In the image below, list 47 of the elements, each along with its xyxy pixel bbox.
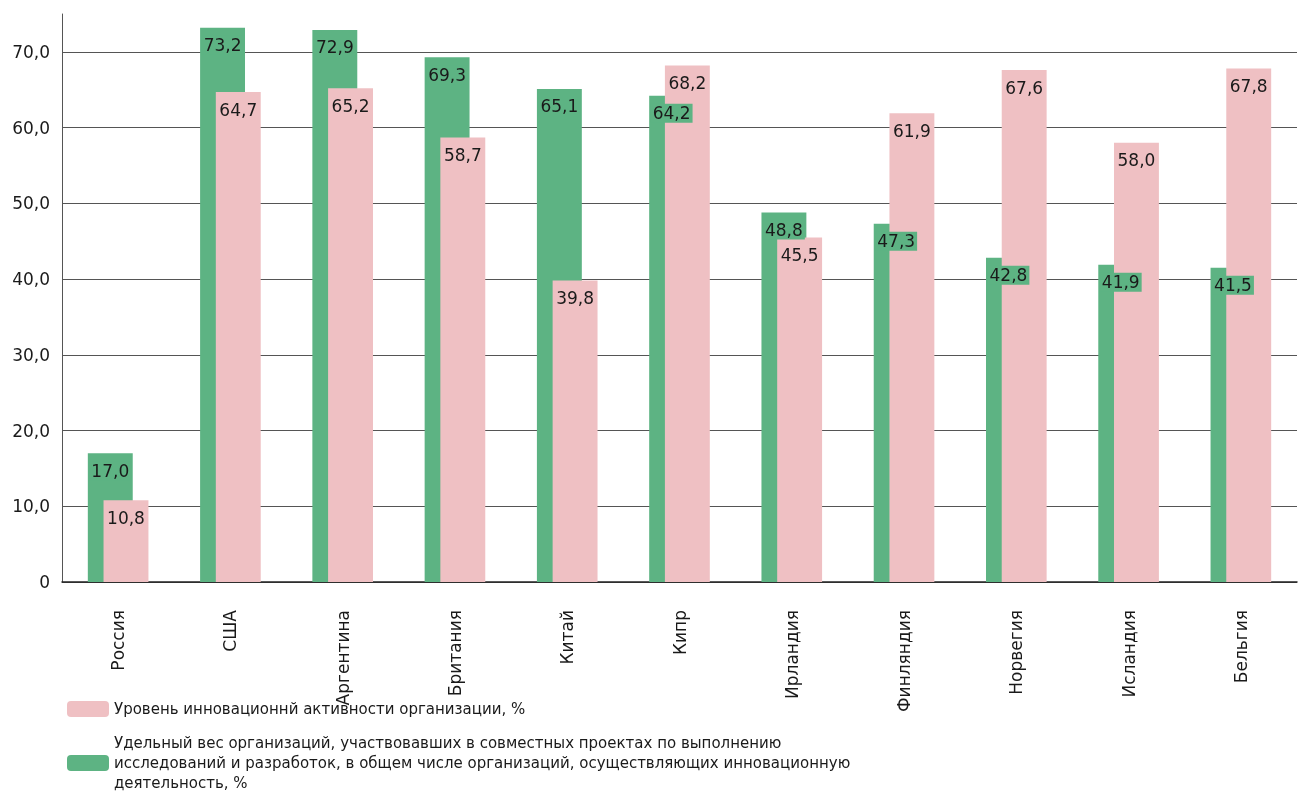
x-tick-label: Россия — [108, 610, 129, 671]
bar — [552, 280, 598, 582]
y-tick-label: 0 — [39, 572, 50, 592]
data-label: 65,1 — [540, 96, 579, 117]
data-label: 67,8 — [1229, 76, 1268, 97]
bar — [328, 88, 373, 582]
data-label: 65,2 — [331, 95, 370, 116]
x-tick-label: Норвегия — [1006, 610, 1027, 695]
data-label: 58,7 — [443, 144, 482, 165]
x-tick-label: Британия — [444, 610, 465, 697]
x-tick-label: Финляндия — [894, 610, 915, 713]
bar — [215, 92, 261, 582]
data-label: 45,5 — [780, 244, 819, 265]
data-label: 72,9 — [315, 37, 354, 58]
data-label: 61,9 — [892, 120, 931, 141]
x-tick-label: Исландия — [1118, 610, 1139, 698]
data-label: 47,3 — [877, 231, 916, 252]
y-tick-label: 20,0 — [12, 420, 50, 441]
y-tick-label: 50,0 — [12, 193, 50, 214]
y-tick-label: 10,0 — [12, 496, 50, 517]
data-label: 17,0 — [91, 460, 130, 481]
legend-label: Удельный вес организаций, участвовавших в совместных проектах по выполнению исследований и разработок, в общем числе организаций, осуществляющих инновационную деятельность, % — [114, 734, 856, 792]
bar — [777, 237, 823, 582]
data-label: 42,8 — [989, 265, 1028, 286]
bar — [440, 137, 486, 582]
x-tick-label: Китай — [557, 610, 578, 665]
data-label: 68,2 — [668, 73, 707, 93]
x-tick-label: Ирландия — [781, 610, 802, 699]
y-tick-label: 60,0 — [12, 117, 50, 138]
x-tick-label: Аргентина — [332, 610, 353, 706]
y-tick-label: 30,0 — [12, 344, 50, 365]
data-label: 10,8 — [107, 507, 145, 528]
data-label: 58,0 — [1117, 150, 1156, 171]
data-label: 48,8 — [764, 219, 803, 240]
data-label: 39,8 — [556, 288, 595, 309]
data-label: 67,6 — [1005, 77, 1044, 98]
data-label: 41,5 — [1214, 275, 1252, 296]
x-tick-label: Кипр — [669, 610, 690, 656]
data-label: 73,2 — [203, 35, 242, 56]
data-label: 41,9 — [1101, 272, 1140, 293]
x-tick-label: США — [220, 609, 241, 652]
data-label: 64,7 — [219, 99, 258, 120]
data-label: 69,3 — [428, 64, 467, 85]
y-tick-label: 70,0 — [12, 41, 50, 62]
data-label: 64,2 — [652, 103, 691, 124]
x-tick-label: Бельгия — [1230, 610, 1251, 684]
y-tick-label: 40,0 — [12, 269, 50, 290]
